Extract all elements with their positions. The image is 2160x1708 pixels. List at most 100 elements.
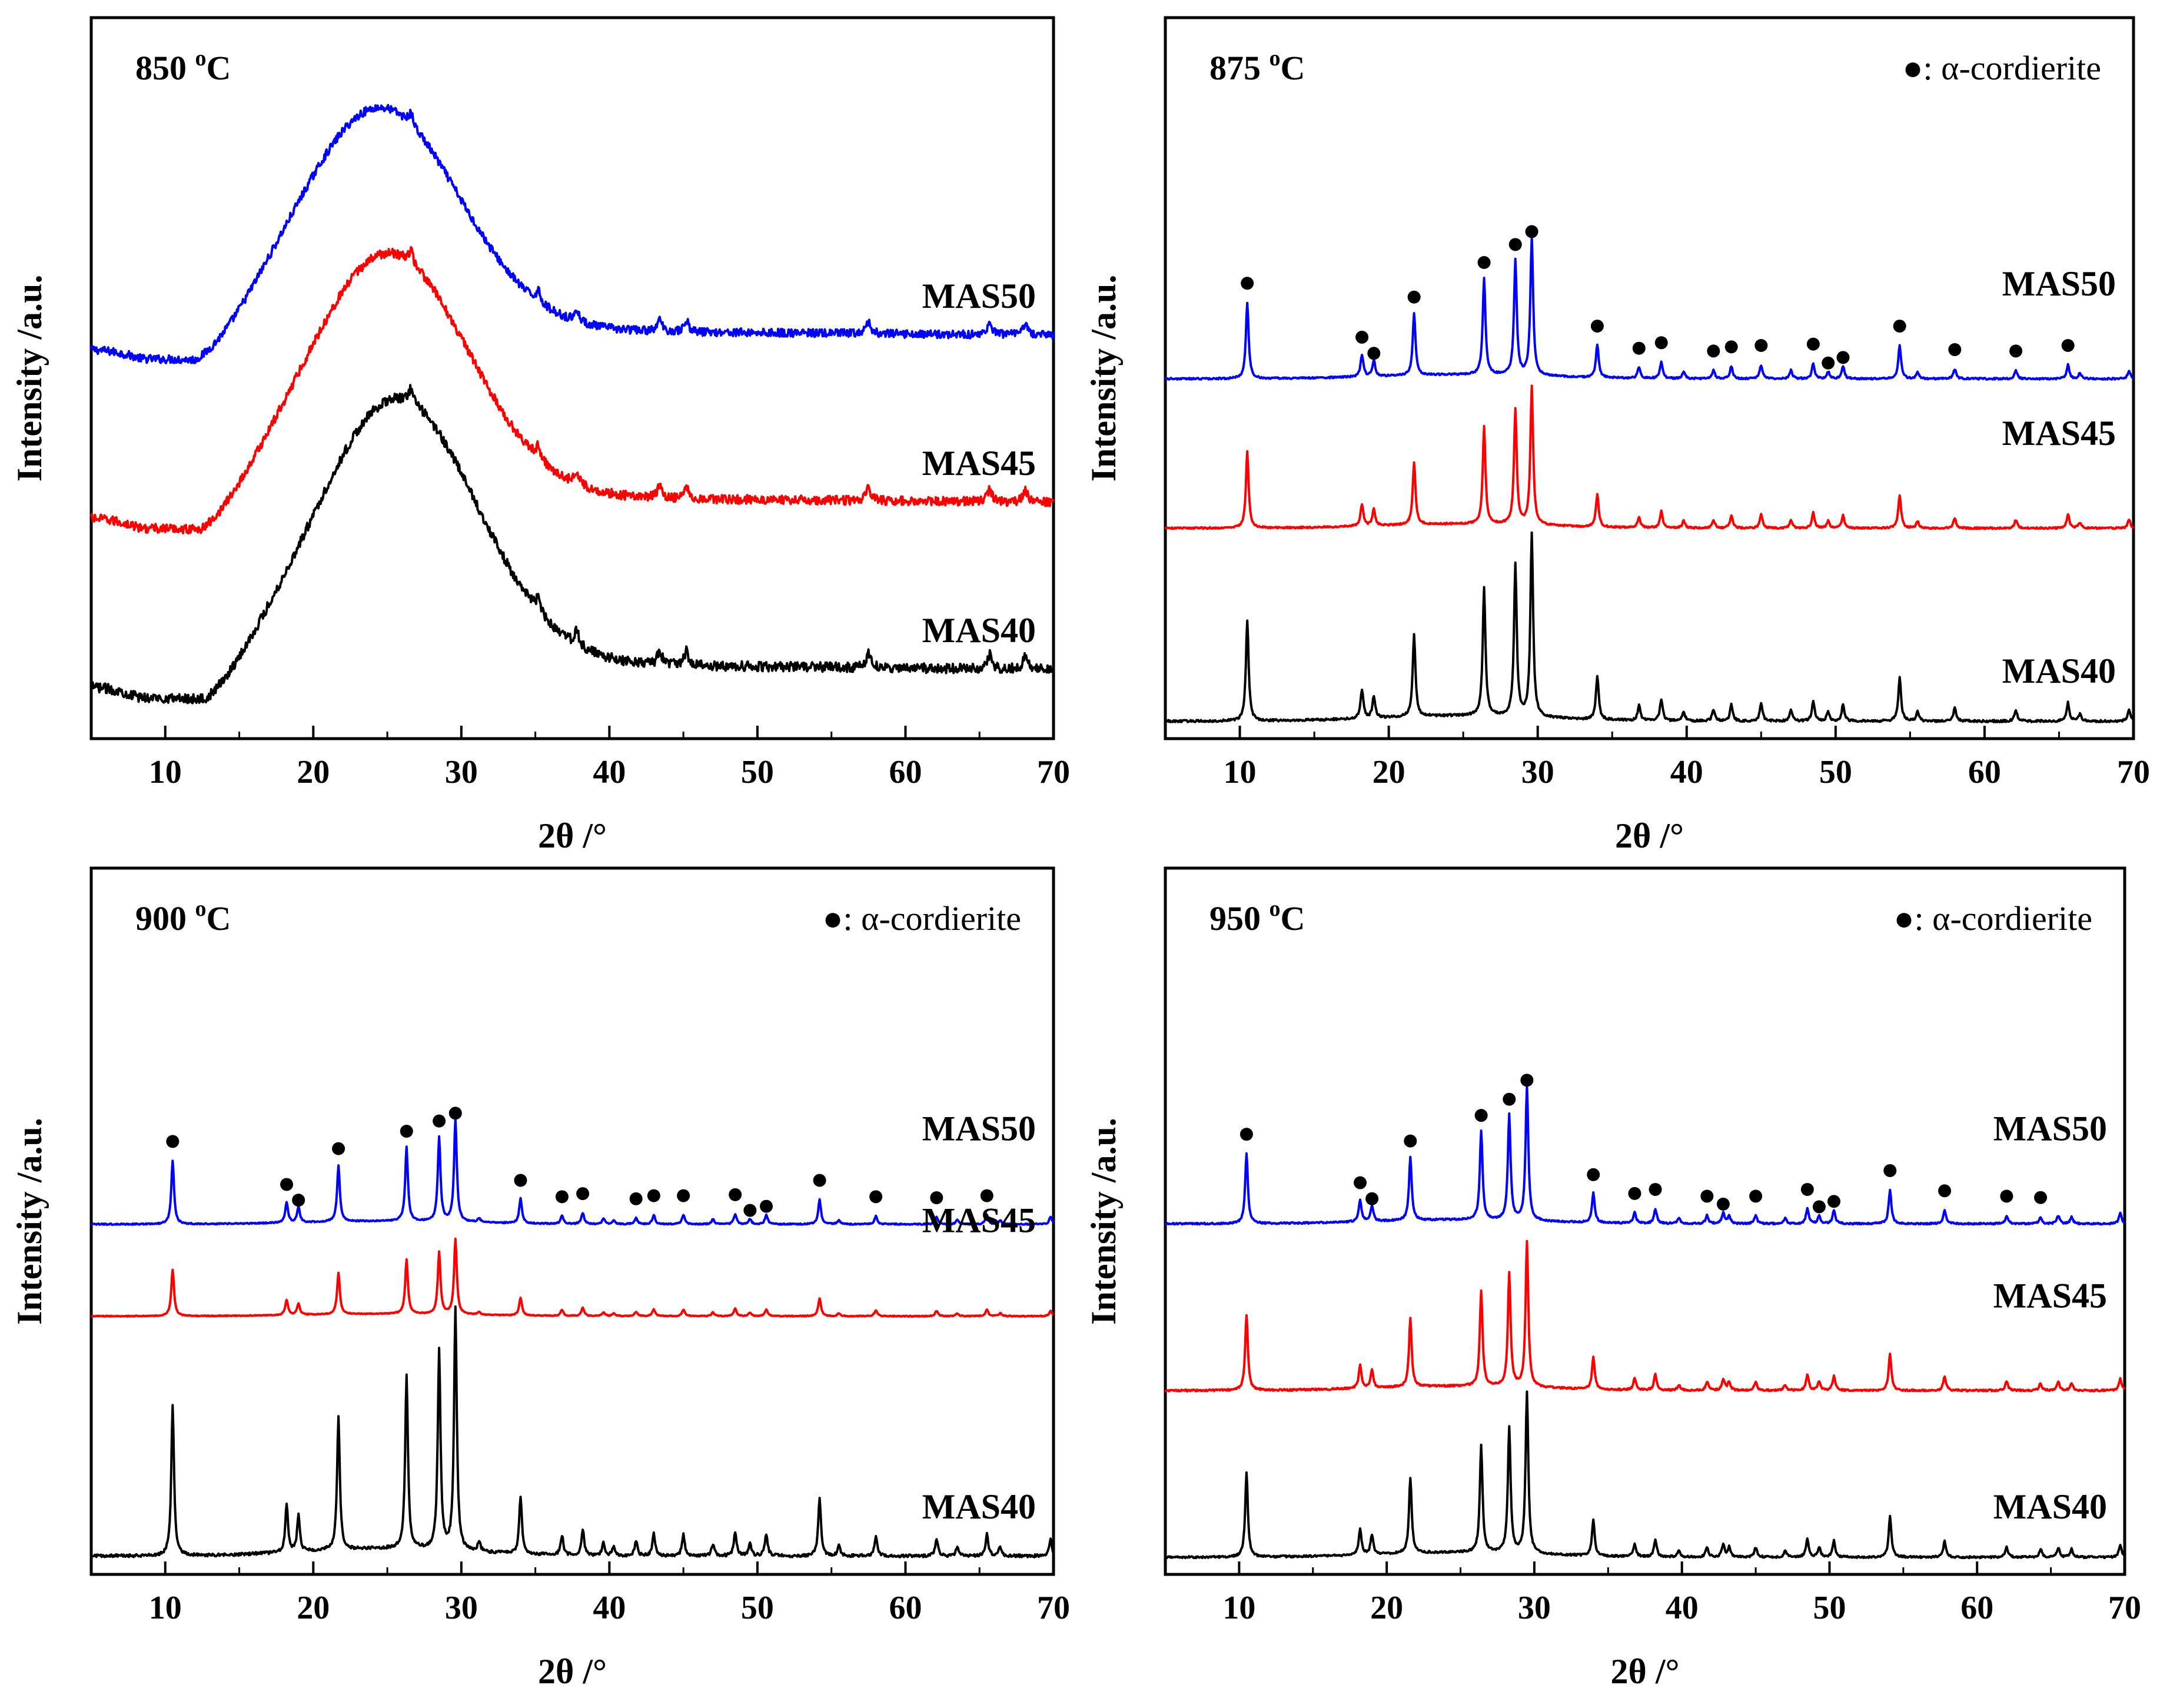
x-tick-label: 10: [149, 754, 182, 790]
series-line-mas45: [90, 246, 1055, 535]
series-line-mas45: [1164, 384, 2135, 530]
series-label-mas45: MAS45: [2002, 414, 2116, 453]
series-label-mas45: MAS45: [922, 1201, 1036, 1240]
x-tick-label: 30: [1518, 1590, 1551, 1626]
x-tick-label: 20: [297, 754, 330, 790]
cordierite-marker: [448, 1106, 462, 1120]
cordierite-marker: [1707, 344, 1720, 358]
series-label-mas40: MAS40: [922, 611, 1036, 650]
cordierite-marker: [576, 1187, 590, 1201]
cordierite-marker: [1365, 1192, 1379, 1205]
cordierite-marker: [1893, 320, 1906, 333]
cordierite-marker: [1754, 339, 1768, 352]
cordierite-marker: [2061, 339, 2075, 352]
cordierite-marker: [292, 1194, 305, 1207]
x-tick-label: 60: [1968, 754, 2001, 790]
x-tick-label: 40: [593, 1590, 626, 1626]
legend-entry: ●: α-cordierite: [1893, 899, 2092, 938]
x-tick-label: 30: [1521, 754, 1554, 790]
cordierite-marker: [1649, 1182, 1662, 1196]
cordierite-marker: [1404, 1134, 1417, 1148]
cordierite-marker: [400, 1125, 413, 1138]
x-tick-label: 10: [1224, 754, 1257, 790]
cordierite-marker: [1716, 1197, 1730, 1211]
cordierite-marker: [1800, 1182, 1814, 1196]
cordierite-marker: [1239, 1128, 1253, 1141]
cordierite-marker: [1525, 225, 1538, 238]
series-label-mas40: MAS40: [1993, 1487, 2107, 1526]
cordierite-marker: [1503, 1092, 1516, 1106]
chart-panel-2: 10 20 30 40 50 60 70 2θ /° Intensity /a.u. 875 oC…: [1084, 16, 2150, 855]
x-tick-label: 70: [1037, 1590, 1070, 1626]
cordierite-marker: [1355, 330, 1369, 344]
x-tick-label: 70: [1037, 754, 1070, 790]
x-axis-title: 2θ /°: [1611, 1652, 1680, 1691]
chart-panel-3: 10 20 30 40 50 60 70 2θ /° Intensity /a.u. 900 oC…: [10, 866, 1070, 1691]
cordierite-marker: [1836, 351, 1850, 364]
x-tick-label: 10: [1222, 1590, 1255, 1626]
chart-panel-1: 10 20 30 40 50 60 70 2θ /° Intensity /a.u. 850 oC…: [10, 16, 1070, 855]
x-tick-label: 10: [149, 1590, 182, 1626]
cordierite-marker: [1587, 1168, 1600, 1181]
cordierite-marker: [2000, 1189, 2013, 1203]
cordierite-marker: [1724, 340, 1738, 354]
x-tick-label: 50: [741, 754, 774, 790]
series-line-mas50: [1164, 235, 2134, 381]
cordierite-marker: [1806, 337, 1820, 351]
x-tick-label: 50: [741, 1590, 774, 1626]
x-axis-title: 2θ /°: [538, 816, 607, 855]
cordierite-marker: [1474, 1109, 1488, 1122]
panel-title: 950 oC: [1209, 896, 1305, 938]
cordierite-marker: [2009, 344, 2023, 358]
x-tick-label: 50: [1813, 1590, 1846, 1626]
series-label-mas50: MAS50: [2002, 264, 2116, 303]
series-line-mas45: [91, 1237, 1055, 1318]
series-label-mas50: MAS50: [1993, 1109, 2107, 1148]
x-tick-label: 20: [297, 1590, 330, 1626]
x-tick-label: 60: [1960, 1590, 1993, 1626]
cordierite-marker: [729, 1188, 742, 1201]
series-line-mas40: [91, 1305, 1054, 1559]
chart-panel-4: 10 20 30 40 50 60 70 2θ /° Intensity /a.u. 950 oC…: [1084, 866, 2141, 1691]
panel-title: 900 oC: [135, 896, 231, 938]
series-label-mas50: MAS50: [922, 1109, 1036, 1148]
cordierite-marker: [1241, 277, 1254, 290]
series-line-mas50: [1164, 1084, 2125, 1226]
y-axis-title: Intensity /a.u.: [1084, 1118, 1123, 1325]
x-tick-label: 70: [2108, 1590, 2141, 1626]
x-tick-label: 60: [889, 1590, 922, 1626]
cordierite-marker: [1938, 1184, 1952, 1198]
x-tick-label: 20: [1370, 1590, 1403, 1626]
cordierite-marker: [1508, 238, 1522, 251]
cordierite-marker: [813, 1174, 826, 1187]
cordierite-marker: [332, 1142, 345, 1155]
series-label-mas45: MAS45: [1993, 1276, 2107, 1315]
panel-title: 850 oC: [135, 46, 231, 87]
legend-entry: ●: α-cordierite: [1902, 49, 2101, 87]
series-label-mas40: MAS40: [922, 1487, 1036, 1526]
y-axis-title: Intensity /a.u.: [10, 275, 49, 482]
x-tick-label: 40: [593, 754, 626, 790]
series-line-mas45: [1164, 1240, 2126, 1393]
x-tick-label: 70: [2117, 754, 2150, 790]
series-label-mas40: MAS40: [2002, 652, 2116, 690]
cordierite-marker: [1749, 1189, 1763, 1203]
cordierite-marker: [647, 1189, 660, 1202]
cordierite-marker: [433, 1114, 446, 1128]
cordierite-marker: [743, 1204, 757, 1217]
cordierite-marker: [677, 1189, 690, 1202]
x-axis-title: 2θ /°: [538, 1652, 607, 1691]
cordierite-marker: [1477, 256, 1491, 269]
x-tick-label: 30: [445, 754, 478, 790]
cordierite-marker: [1654, 336, 1668, 350]
cordierite-marker: [980, 1189, 993, 1202]
series-line-mas50: [91, 1117, 1055, 1226]
series-line-mas40: [1164, 1390, 2126, 1560]
x-tick-label: 50: [1819, 754, 1852, 790]
cordierite-marker: [2034, 1191, 2048, 1204]
cordierite-marker: [1948, 343, 1962, 357]
cordierite-marker: [166, 1135, 180, 1148]
cordierite-marker: [1883, 1164, 1897, 1177]
x-tick-label: 20: [1373, 754, 1405, 790]
